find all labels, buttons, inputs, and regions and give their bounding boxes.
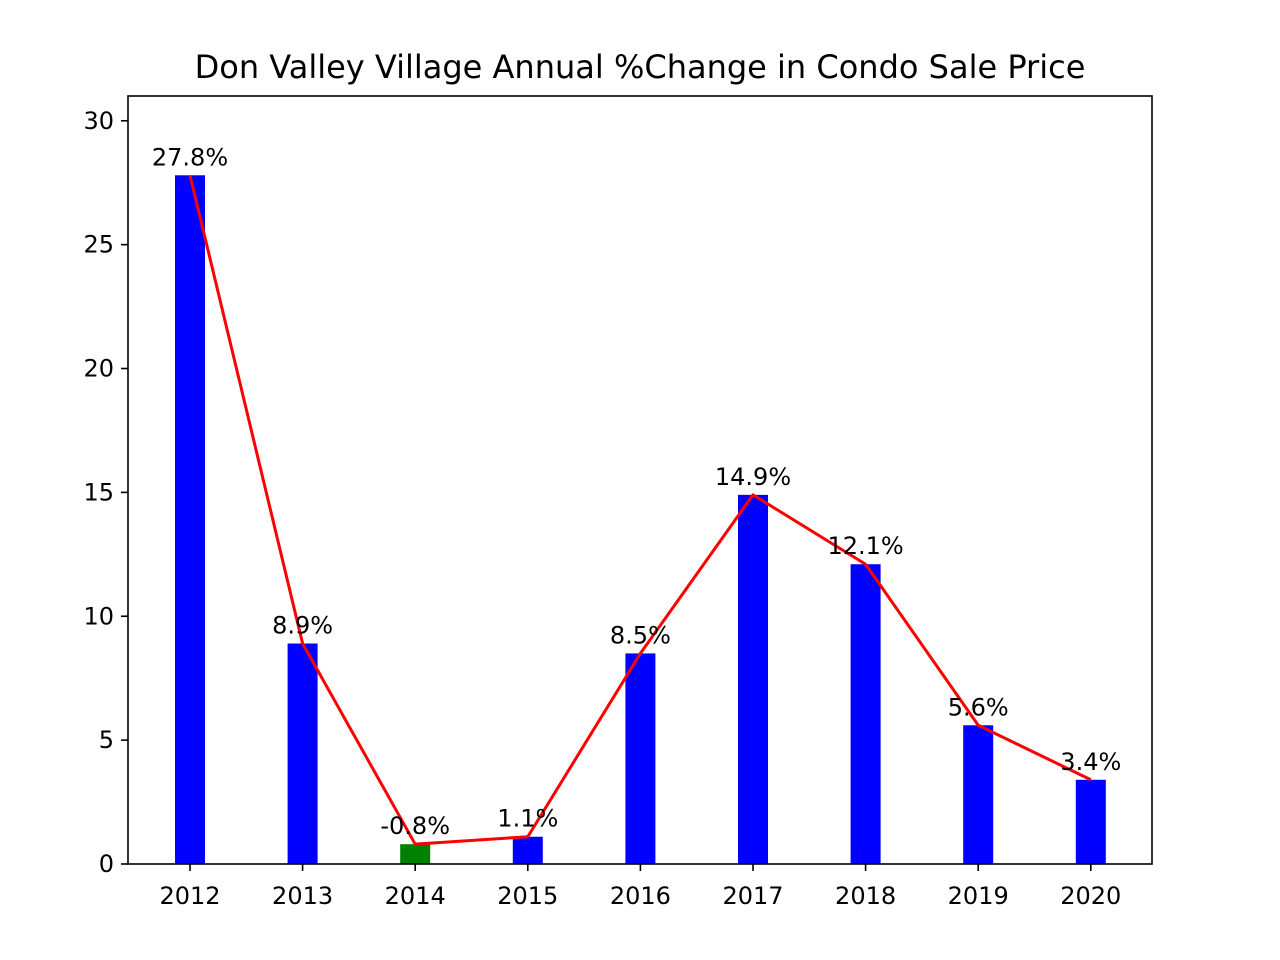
x-tick-label-2018: 2018 <box>835 882 896 910</box>
x-tick-label-2012: 2012 <box>159 882 220 910</box>
data-labels-group: 27.8% 8.9% -0.8% 1.1% 8.5% 14.9% 12.1% 5.6% 3.4% <box>152 143 1121 840</box>
y-tick-label-10: 10 <box>83 602 114 630</box>
x-tick-label-2019: 2019 <box>948 882 1009 910</box>
x-tick-label-2013: 2013 <box>272 882 333 910</box>
chart-title: Don Valley Village Annual %Change in Con… <box>195 48 1086 86</box>
bar-2019 <box>963 725 994 864</box>
x-axis: 2012 2013 2014 2015 2016 2017 2018 2019 2020 <box>159 864 1121 910</box>
bar-2012 <box>175 175 205 865</box>
bar-2014 <box>400 844 431 864</box>
y-tick-label-0: 0 <box>99 850 114 878</box>
x-tick-label-2014: 2014 <box>385 882 446 910</box>
bars-group <box>175 175 1106 865</box>
data-label-2016: 8.5% <box>610 621 671 649</box>
trend-line-group <box>188 174 1092 846</box>
x-tick-label-2015: 2015 <box>497 882 558 910</box>
data-label-2013: 8.9% <box>272 612 333 640</box>
y-axis: 0 5 10 15 20 25 30 <box>83 107 128 878</box>
bar-2015 <box>512 836 543 864</box>
bar-2018 <box>850 564 881 864</box>
trend-line <box>188 174 1092 846</box>
bar-2013 <box>287 643 318 864</box>
x-tick-label-2016: 2016 <box>610 882 671 910</box>
y-tick-label-20: 20 <box>83 355 114 383</box>
y-tick-label-25: 25 <box>83 231 114 259</box>
data-label-2014: -0.8% <box>380 812 450 840</box>
bar-2020 <box>1075 779 1106 864</box>
x-tick-label-2020: 2020 <box>1060 882 1121 910</box>
bar-2017 <box>738 494 768 864</box>
y-tick-label-30: 30 <box>83 107 114 135</box>
plot-frame <box>127 95 1153 865</box>
bar-2016 <box>625 653 656 864</box>
data-label-2018: 12.1% <box>827 532 903 560</box>
data-label-2012: 27.8% <box>152 143 228 171</box>
data-label-2020: 3.4% <box>1060 748 1121 776</box>
x-tick-label-2017: 2017 <box>722 882 783 910</box>
data-label-2015: 1.1% <box>497 805 558 833</box>
data-label-2017: 14.9% <box>715 463 791 491</box>
y-tick-label-5: 5 <box>99 726 114 754</box>
y-tick-label-15: 15 <box>83 478 114 506</box>
data-label-2019: 5.6% <box>948 693 1009 721</box>
